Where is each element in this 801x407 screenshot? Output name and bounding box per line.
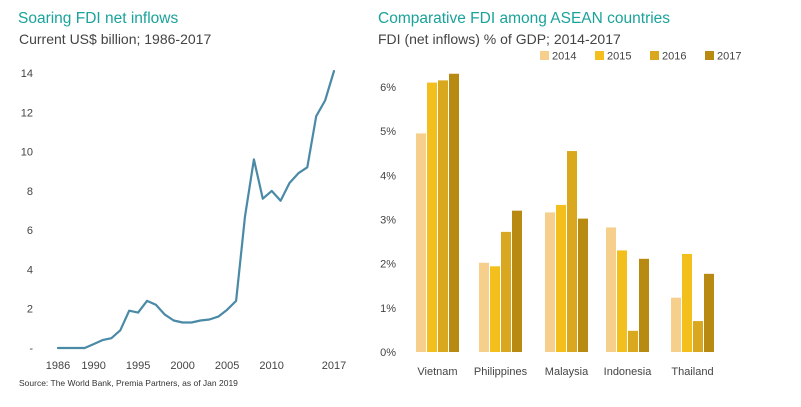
bar-vietnam-2015 [427, 82, 437, 352]
bar-vietnam-2014 [416, 133, 426, 352]
x-tick-label: 1986 [46, 360, 70, 372]
left-chart-subtitle: Current US$ billion; 1986-2017 [19, 31, 212, 47]
bar-philippines-2016 [501, 231, 511, 352]
bar-indonesia-2015 [617, 250, 627, 352]
bar-malaysia-2016 [567, 151, 577, 352]
bar-indonesia-2017 [639, 258, 649, 352]
y-tick-label: 5% [380, 126, 396, 138]
right-chart-subtitle: FDI (net inflows) % of GDP; 2014-2017 [378, 31, 621, 47]
bar-vietnam-2017 [449, 73, 459, 352]
bar-malaysia-2014 [545, 212, 555, 352]
y-tick-label: 1% [380, 303, 396, 315]
category-label: Malaysia [545, 366, 589, 378]
right-chart-title: Comparative FDI among ASEAN countries [378, 10, 671, 27]
y-tick-label: 6 [27, 225, 33, 237]
bar-thailand-2014 [671, 297, 681, 352]
x-tick-label: 2010 [259, 360, 283, 372]
legend-swatch-2014 [540, 51, 549, 60]
bar-thailand-2017 [704, 273, 714, 352]
bar-indonesia-2016 [628, 330, 638, 352]
bar-philippines-2017 [512, 210, 522, 352]
bar-thailand-2015 [682, 253, 692, 352]
legend-swatch-2015 [595, 51, 604, 60]
x-tick-label: 1990 [81, 360, 105, 372]
bar-malaysia-2015 [556, 204, 566, 352]
y-tick-label: 8 [27, 186, 33, 198]
bar-indonesia-2014 [606, 227, 616, 352]
category-label: Thailand [671, 366, 713, 378]
legend-label: 2015 [607, 51, 631, 63]
category-label: Indonesia [604, 366, 653, 378]
fdi-line-chart: - 2 4 6 8 10 12 14 1986 1990 1995 2000 2005 2010 2017 [21, 68, 346, 372]
x-tick-label: 1995 [126, 360, 150, 372]
x-tick-label: 2005 [215, 360, 239, 372]
bar-thailand-2016 [693, 321, 703, 352]
legend-label: 2014 [552, 51, 576, 63]
y-tick-label: 2 [27, 304, 33, 316]
legend-label: 2016 [662, 51, 686, 63]
legend-swatch-2017 [705, 51, 714, 60]
y-tick-label: 6% [380, 82, 396, 94]
y-tick-label: 10 [21, 147, 33, 159]
source-note: Source: The World Bank, Premia Partners,… [19, 378, 238, 388]
bar-philippines-2014 [479, 262, 489, 352]
bar-malaysia-2017 [578, 218, 588, 352]
bar-philippines-2015 [490, 266, 500, 352]
x-tick-label: 2017 [322, 360, 346, 372]
x-tick-label: 2000 [170, 360, 194, 372]
asean-fdi-bar-chart: 0% 1% 2% 3% 4% 5% 6% Vietnam Philippines Malaysia… [380, 51, 741, 379]
legend-label: 2017 [717, 51, 741, 63]
y-tick-label: 14 [21, 68, 33, 80]
left-chart-title: Soaring FDI net inflows [18, 10, 179, 27]
fdi-series-line [56, 69, 336, 350]
category-label: Philippines [474, 366, 528, 378]
y-tick-label: 0% [380, 347, 396, 359]
legend-swatch-2016 [650, 51, 659, 60]
category-label: Vietnam [417, 366, 457, 378]
y-tick-label: 3% [380, 215, 396, 227]
y-tick-label: 4 [27, 264, 33, 276]
y-tick-label: 12 [21, 107, 33, 119]
y-tick-label: - [29, 343, 33, 355]
y-tick-label: 2% [380, 259, 396, 271]
y-tick-label: 4% [380, 170, 396, 182]
bar-vietnam-2016 [438, 80, 448, 352]
